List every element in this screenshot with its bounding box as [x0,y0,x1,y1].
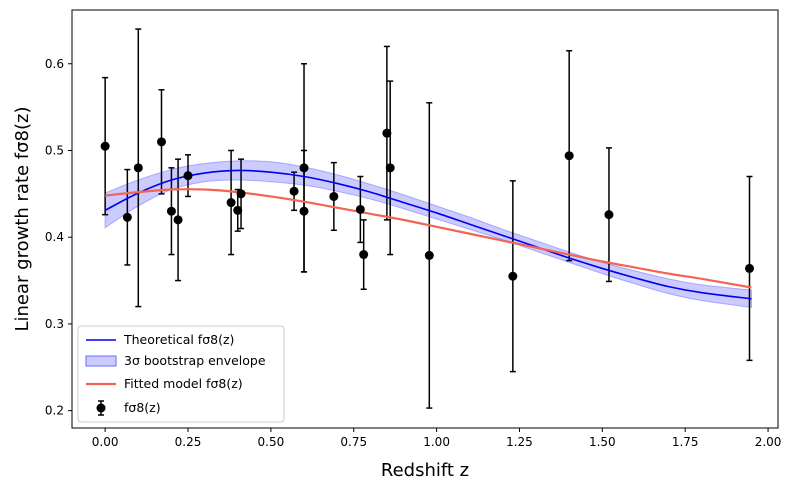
x-tick-label: 1.25 [506,435,533,449]
x-axis-label: Redshift z [381,460,469,481]
data-point [329,191,339,201]
y-tick-label: 0.5 [45,143,64,157]
data-point [183,171,193,181]
data-point [173,215,183,225]
legend-swatch-envelope [85,355,117,367]
legend: Theoretical fσ8(z) 3σ bootstrap envelope… [77,325,285,423]
data-point [133,163,143,173]
x-tick-label: 0.75 [340,435,367,449]
y-tick-label: 0.6 [45,57,64,71]
y-tick-label: 0.3 [45,317,64,331]
data-point [385,163,395,173]
x-tick-label: 0.50 [258,435,285,449]
data-point [166,206,176,216]
y-tick-label: 0.4 [45,230,64,244]
data-point [299,163,309,173]
x-tick-label: 2.00 [755,435,782,449]
data-point [744,263,754,273]
data-point [122,212,132,222]
legend-label-fitted: Fitted model fσ8(z) [124,376,243,391]
fitted-curve [105,188,752,289]
legend-swatch-data [96,400,106,416]
x-tick-label: 1.50 [589,435,616,449]
data-point [226,198,236,208]
y-tick-label: 0.2 [45,404,64,418]
y-axis-label: Linear growth rate fσ8(z) [12,107,33,332]
data-point [359,250,369,260]
data-point [236,189,246,199]
data-point [382,128,392,138]
legend-label-envelope: 3σ bootstrap envelope [124,353,266,368]
data-point [604,210,614,220]
data-point [299,206,309,216]
data-point [233,205,243,215]
legend-label-theoretical: Theoretical fσ8(z) [123,332,234,347]
data-point [564,151,574,161]
data-point [508,271,518,281]
x-tick-label: 0.25 [175,435,202,449]
data-point [355,204,365,214]
x-tick-label: 1.00 [423,435,450,449]
theoretical-curve [104,169,752,300]
plot-frame [71,9,779,429]
legend-label-data: fσ8(z) [124,400,161,415]
legend-frame [77,325,285,423]
data-point [156,137,166,147]
envelope-band [104,160,752,309]
data-point [424,250,434,260]
data-point [100,141,110,151]
x-tick-label: 1.75 [672,435,699,449]
x-tick-label: 0.00 [92,435,119,449]
data-point [289,186,299,196]
